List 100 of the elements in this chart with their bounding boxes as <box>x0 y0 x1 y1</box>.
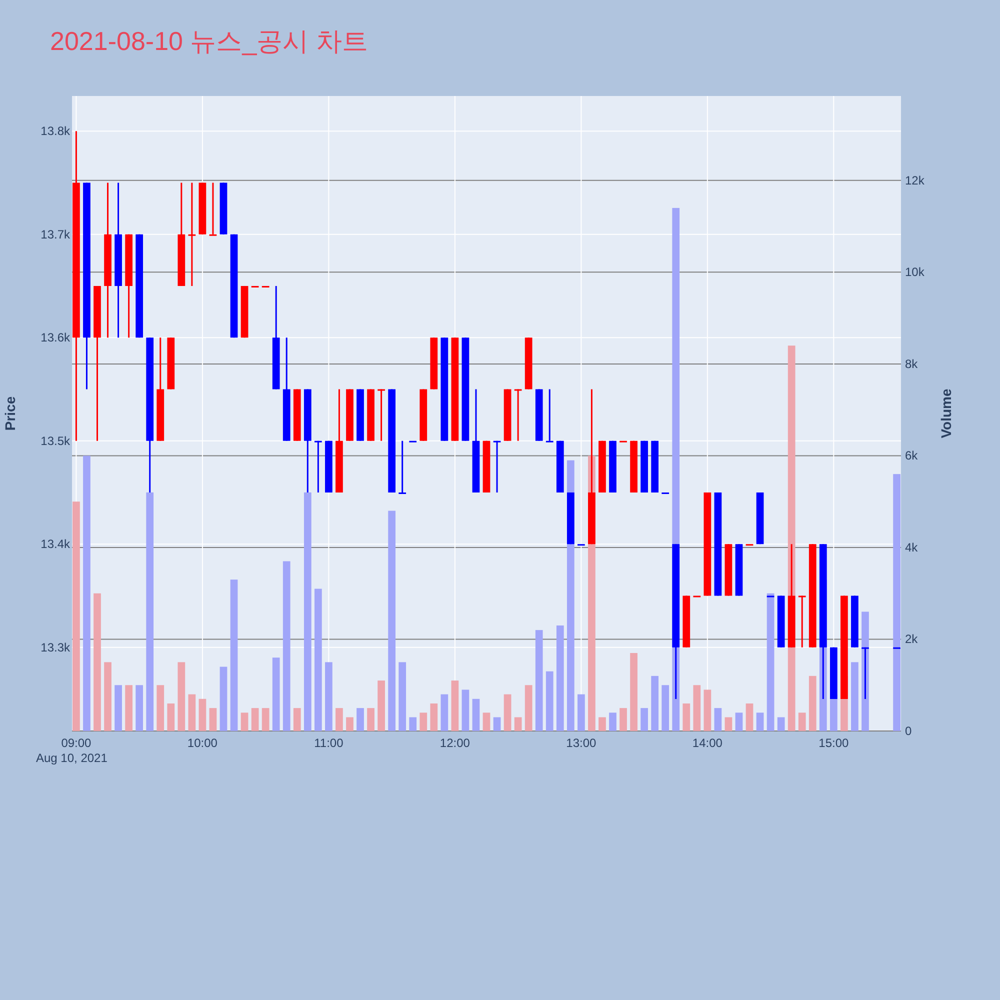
bar <box>83 456 90 731</box>
x-tick-label: 09:00 <box>61 736 92 750</box>
y2-tick-label: 10k <box>905 265 926 280</box>
bar <box>336 708 343 731</box>
y2-tick-label: 6k <box>905 448 919 463</box>
bar <box>136 685 144 731</box>
bar <box>314 588 322 731</box>
bar <box>693 685 701 731</box>
bar <box>367 708 374 731</box>
y-tick-label: 13.6k <box>40 330 71 345</box>
bar <box>114 685 122 731</box>
bar <box>104 662 112 731</box>
bar <box>262 708 270 731</box>
bar <box>662 685 670 731</box>
bar <box>808 676 816 731</box>
bar <box>777 717 785 731</box>
y-tick-label: 13.8k <box>40 124 71 138</box>
bar <box>893 474 900 731</box>
bar <box>230 580 238 731</box>
bar <box>293 708 301 731</box>
bar <box>430 703 438 731</box>
bar <box>682 703 690 731</box>
bar <box>735 712 743 731</box>
bar <box>556 625 564 731</box>
bar <box>388 510 396 731</box>
bar <box>493 717 501 731</box>
y2-tick-label: 2k <box>905 632 919 646</box>
candlestick <box>188 182 196 287</box>
bar <box>714 708 722 731</box>
bar <box>251 708 259 731</box>
bar <box>72 502 80 731</box>
y2-axis-title: Volume <box>938 388 954 438</box>
bar <box>209 708 217 731</box>
bar <box>578 694 585 731</box>
bar <box>462 690 470 731</box>
bar <box>798 712 806 731</box>
bar <box>398 662 406 731</box>
bar <box>346 717 354 731</box>
y-tick-label: 13.3k <box>40 640 71 654</box>
bar <box>178 662 186 731</box>
candlestick <box>798 594 806 648</box>
bar <box>220 666 228 731</box>
bar <box>724 717 732 731</box>
candlestick <box>314 440 322 494</box>
bar <box>514 717 522 731</box>
bar <box>598 717 606 731</box>
bar <box>325 662 332 731</box>
x-tick-label: 12:00 <box>440 736 470 750</box>
bar <box>156 685 164 731</box>
bar <box>756 712 764 731</box>
bar <box>282 561 290 731</box>
x-tick-label: 10:00 <box>187 736 218 750</box>
candlestick <box>546 388 554 442</box>
y2-tick-label: 8k <box>905 356 919 371</box>
bar <box>409 717 417 731</box>
bar <box>746 703 754 731</box>
bar <box>535 630 543 731</box>
bar <box>609 712 616 731</box>
chart-title: 2021-08-10 뉴스_공시 차트 <box>50 26 368 56</box>
bar <box>620 708 627 731</box>
bar <box>472 698 480 731</box>
bar <box>704 690 712 731</box>
x-tick-label: 11:00 <box>314 736 344 750</box>
bar <box>451 680 459 731</box>
bar <box>504 694 512 731</box>
y-axis-title: Price <box>2 396 18 431</box>
bar <box>272 658 280 731</box>
bar <box>146 492 154 731</box>
bar <box>378 680 385 731</box>
bar <box>766 593 774 731</box>
bar <box>125 685 132 731</box>
bar <box>240 712 248 731</box>
y-tick-label: 13.7k <box>40 227 71 242</box>
bar <box>482 712 490 731</box>
candlestick <box>378 388 385 442</box>
candlestick <box>493 440 501 494</box>
bar <box>440 694 448 731</box>
bar <box>356 708 364 731</box>
bar <box>167 703 175 731</box>
x-tick-label: 15:00 <box>818 736 850 750</box>
bar <box>546 671 554 731</box>
x-tick-label: 13:00 <box>566 736 597 750</box>
bar <box>420 712 428 731</box>
bar <box>94 593 101 731</box>
y-tick-label: 13.4k <box>40 537 71 552</box>
candlestick <box>398 440 406 494</box>
bar <box>651 676 659 731</box>
bar <box>188 694 196 731</box>
y2-tick-label: 4k <box>905 540 919 554</box>
bar <box>640 708 648 731</box>
bar <box>198 698 206 731</box>
y-tick-label: 13.5k <box>40 434 71 448</box>
x-tick-label: 14:00 <box>692 736 723 750</box>
bar <box>630 653 638 731</box>
candlestick <box>514 388 522 442</box>
bar <box>524 685 532 731</box>
y2-tick-label: 12k <box>905 173 926 188</box>
candlestick <box>209 182 217 236</box>
text: Aug 10, 2021 <box>36 751 108 765</box>
bar <box>851 662 858 731</box>
